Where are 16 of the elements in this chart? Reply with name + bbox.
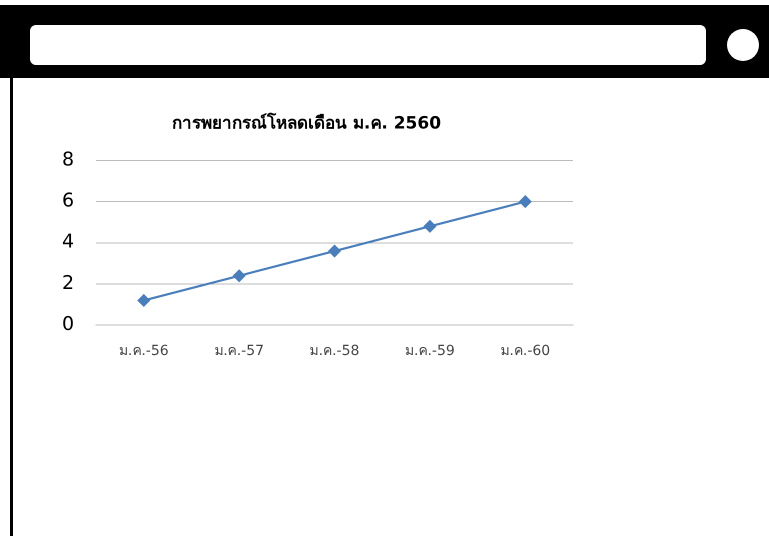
x-tick-label: ม.ค.-59: [405, 343, 455, 360]
point: [328, 244, 341, 258]
x-tick-label: ม.ค.-58: [310, 343, 360, 360]
point: [519, 196, 532, 208]
point: [233, 270, 246, 282]
x-tick-label: ม.ค.-57: [214, 343, 264, 360]
chart-title: การพยากรณ์โหลดเดือน ม.ค. 2560: [172, 112, 442, 134]
y-tick-label: 8: [62, 148, 74, 170]
y-tick-label: 6: [62, 190, 74, 212]
y-tick-label: 0: [62, 313, 74, 336]
x-tick-label: ม.ค.-60: [500, 343, 550, 360]
point: [138, 294, 150, 307]
y-tick-label: 2: [62, 272, 74, 294]
x-tick-label: ม.ค.-56: [118, 343, 169, 360]
y-tick-label: 4: [62, 230, 74, 253]
point: [424, 220, 436, 232]
